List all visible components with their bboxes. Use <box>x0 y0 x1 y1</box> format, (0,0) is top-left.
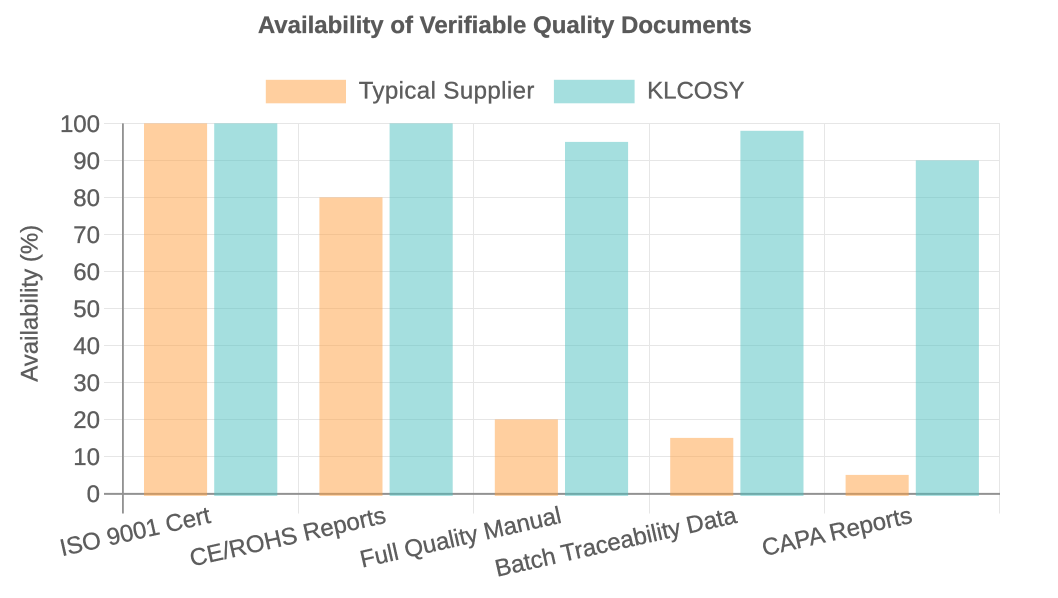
svg-text:100: 100 <box>60 111 100 138</box>
svg-text:Availability of Verifiable Qua: Availability of Verifiable Quality Docum… <box>258 12 752 39</box>
svg-text:10: 10 <box>73 444 100 471</box>
svg-text:30: 30 <box>73 370 100 397</box>
svg-text:80: 80 <box>73 185 100 212</box>
svg-text:KLCOSY: KLCOSY <box>647 77 744 104</box>
svg-text:40: 40 <box>73 333 100 360</box>
svg-text:Typical Supplier: Typical Supplier <box>359 77 535 104</box>
svg-text:60: 60 <box>73 259 100 286</box>
svg-text:Availability (%): Availability (%) <box>17 225 44 382</box>
svg-text:0: 0 <box>87 481 100 508</box>
svg-text:90: 90 <box>73 148 100 175</box>
svg-text:70: 70 <box>73 222 100 249</box>
svg-text:20: 20 <box>73 407 100 434</box>
svg-text:50: 50 <box>73 296 100 323</box>
